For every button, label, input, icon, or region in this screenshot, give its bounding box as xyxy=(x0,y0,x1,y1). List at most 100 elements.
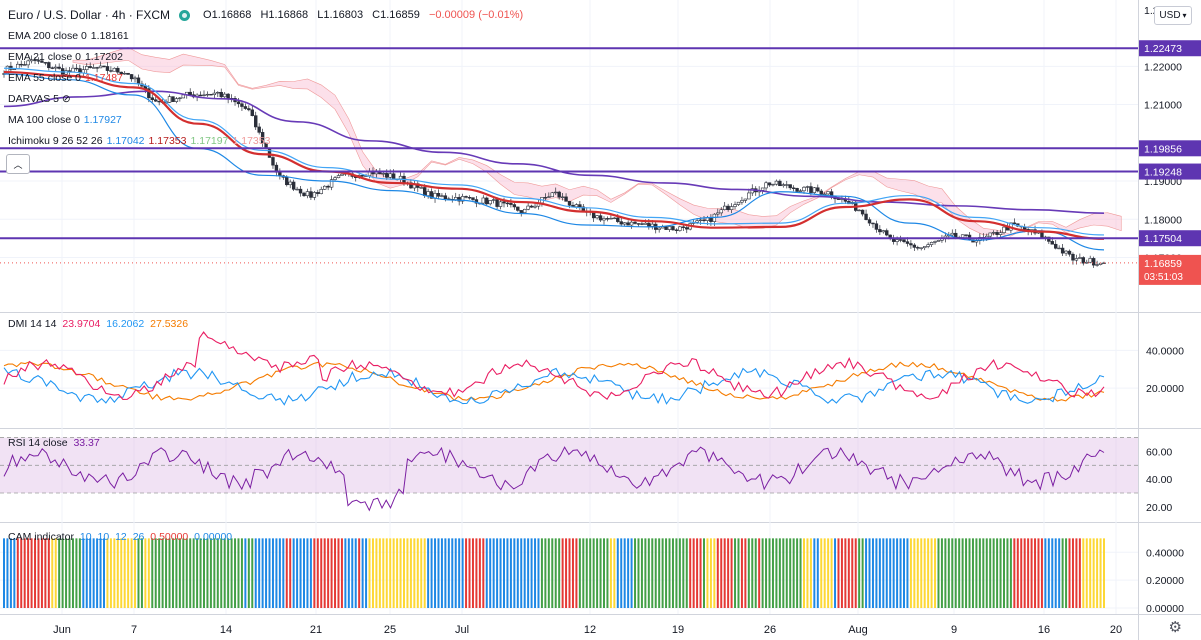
candle-body xyxy=(760,187,765,191)
price-level-tag xyxy=(1139,230,1201,247)
cam-bar xyxy=(478,538,481,608)
cam-bar xyxy=(199,538,202,608)
cam-bar xyxy=(571,538,574,608)
cam-legend: CAM indicator 10 10 12 26 0.50000 0.0000… xyxy=(8,531,232,543)
cam-bar xyxy=(513,538,516,608)
pane-legend-label: CAM indicator xyxy=(8,531,74,543)
cam-bar xyxy=(423,538,426,608)
candle-body xyxy=(633,221,637,224)
candle-body xyxy=(26,60,30,66)
cam-bar xyxy=(792,538,795,608)
cam-bar xyxy=(40,538,43,608)
candle-body xyxy=(126,72,130,75)
cam-bar xyxy=(196,538,199,608)
cam-bar xyxy=(978,538,981,608)
candle-body xyxy=(736,201,741,205)
cam-bar xyxy=(130,538,133,608)
cam-bar xyxy=(578,538,581,608)
cam-bar xyxy=(37,538,40,608)
pane-legend-value: 27.5326 xyxy=(147,318,189,330)
cam-bar xyxy=(806,538,809,608)
cam-bar xyxy=(313,538,316,608)
cam-bar xyxy=(651,538,654,608)
candle-body xyxy=(550,192,554,198)
cam-bar xyxy=(427,538,430,608)
cam-bar xyxy=(65,538,68,608)
cam-bar xyxy=(385,538,388,608)
currency-label: USD xyxy=(1159,10,1181,21)
legend-label: EMA 200 close 0 xyxy=(8,30,87,42)
candle-body xyxy=(926,244,930,247)
cam-bar xyxy=(47,538,50,608)
legend-value: 1.17487 xyxy=(84,72,123,84)
legend-row[interactable]: EMA 21 close 0 1.17202 xyxy=(8,51,123,63)
legend-row[interactable]: MA 100 close 0 1.17927 xyxy=(8,114,122,126)
time-tick-label: 14 xyxy=(220,624,232,636)
cam-bar xyxy=(1103,538,1105,608)
legend-row[interactable]: EMA 200 close 0 1.18161 xyxy=(8,30,129,42)
legend-row[interactable]: DARVAS 5 ⊘ xyxy=(8,93,71,105)
candle-body xyxy=(488,200,492,205)
legend-value: 1.17927 xyxy=(83,114,122,126)
candle-body xyxy=(822,193,827,196)
cam-bar xyxy=(323,538,326,608)
cam-bar xyxy=(13,538,16,608)
cam-bar xyxy=(30,538,33,608)
candle-body xyxy=(922,246,927,249)
cam-bar xyxy=(796,538,799,608)
candle-body xyxy=(964,234,968,236)
candle-body xyxy=(495,199,499,207)
candle-body xyxy=(112,67,117,72)
legend-label: DARVAS 5 xyxy=(8,93,59,105)
legend-value: 1.17202 xyxy=(84,51,123,63)
candle-body xyxy=(464,196,468,198)
cam-bar xyxy=(965,538,968,608)
change-value: −0.00009 (−0.01%) xyxy=(428,9,524,21)
currency-select[interactable]: USD ▾ xyxy=(1154,6,1192,25)
pane-legend-label: RSI 14 close xyxy=(8,437,68,449)
cam-bar xyxy=(413,538,416,608)
cam-bar xyxy=(865,538,868,608)
pane-legend-value: 12 xyxy=(112,531,127,543)
cam-bar xyxy=(420,538,423,608)
cam-bar xyxy=(609,538,612,608)
cam-bar xyxy=(816,538,819,608)
candle-body xyxy=(533,205,537,208)
candle-body xyxy=(1060,247,1065,254)
candle-body xyxy=(567,201,572,206)
cam-bar xyxy=(640,538,643,608)
collapse-legend-button[interactable]: ︿ xyxy=(6,154,30,174)
candle-body xyxy=(216,92,220,94)
candle-body xyxy=(267,147,272,158)
legend-row[interactable]: Ichimoku 9 26 52 26 1.17042 1.17353 1.17197… xyxy=(8,135,270,147)
cam-bar xyxy=(275,538,278,608)
candle-body xyxy=(322,185,327,190)
candle-body xyxy=(385,173,389,178)
candle-body xyxy=(988,232,992,237)
candle-body xyxy=(802,186,806,192)
cam-bar xyxy=(182,538,185,608)
cam-bar xyxy=(20,538,23,608)
symbol-title[interactable]: Euro / U.S. Dollar · 4h · FXCM xyxy=(8,8,171,22)
candle-body xyxy=(578,204,582,208)
cam-bar xyxy=(299,538,302,608)
candle-body xyxy=(795,188,799,192)
candle-body xyxy=(991,232,996,234)
legend-row[interactable]: EMA 55 close 0 1.17487 xyxy=(8,72,123,84)
cam-bar xyxy=(1020,538,1023,608)
cam-bar xyxy=(827,538,830,608)
cam-bar xyxy=(6,538,9,608)
candle-body xyxy=(1054,243,1058,249)
cam-bar xyxy=(871,538,874,608)
cam-bar xyxy=(630,538,633,608)
candle-body xyxy=(1002,226,1006,233)
candle-body xyxy=(671,226,675,231)
candle-body xyxy=(560,196,565,198)
candle-body xyxy=(260,132,265,144)
cam-bar xyxy=(1099,538,1102,608)
cam-bar xyxy=(168,538,171,608)
gear-icon[interactable]: ⚙ xyxy=(1168,619,1182,636)
hidden-eye-icon[interactable]: ⊘ xyxy=(58,93,71,105)
